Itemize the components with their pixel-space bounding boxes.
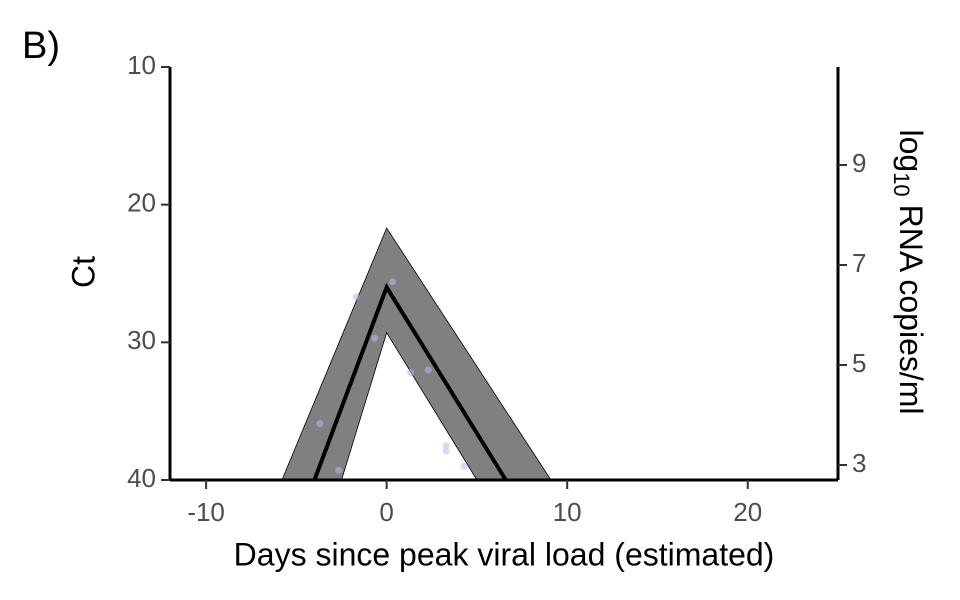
data-point xyxy=(407,369,415,377)
data-point xyxy=(335,466,343,474)
y-tick-label: 20 xyxy=(127,188,156,218)
x-tick-label: 20 xyxy=(733,497,762,527)
data-point xyxy=(316,420,324,428)
panel-label: B) xyxy=(22,25,60,67)
y2-title-rest: RNA copies/ml xyxy=(893,205,929,415)
y2-tick-label: 3 xyxy=(852,448,866,478)
fit-line xyxy=(312,282,508,482)
y2-tick-label: 7 xyxy=(852,248,866,278)
data-point xyxy=(371,334,379,342)
data-point xyxy=(442,447,450,455)
data-point xyxy=(442,442,450,450)
y2-title-sub: 10 xyxy=(889,172,914,196)
y-tick-label: 30 xyxy=(127,325,156,355)
y-tick-label: 40 xyxy=(127,463,156,493)
y-axis-title: Ct xyxy=(65,256,101,288)
y-tick-label: 10 xyxy=(127,50,156,80)
data-point xyxy=(460,462,468,470)
y2-tick-label: 9 xyxy=(852,148,866,178)
x-tick-label: -10 xyxy=(187,497,225,527)
data-point xyxy=(424,366,432,374)
y2-tick-label: 5 xyxy=(852,348,866,378)
data-point xyxy=(352,293,360,301)
x-tick-label: 10 xyxy=(553,497,582,527)
x-axis-title: Days since peak viral load (estimated) xyxy=(234,536,775,572)
data-point xyxy=(389,278,397,286)
y2-title-base: log xyxy=(893,129,929,172)
x-tick-label: 0 xyxy=(379,497,393,527)
y2-axis-title: log10 RNA copies/ml xyxy=(889,129,928,414)
confidence-band xyxy=(281,227,552,481)
